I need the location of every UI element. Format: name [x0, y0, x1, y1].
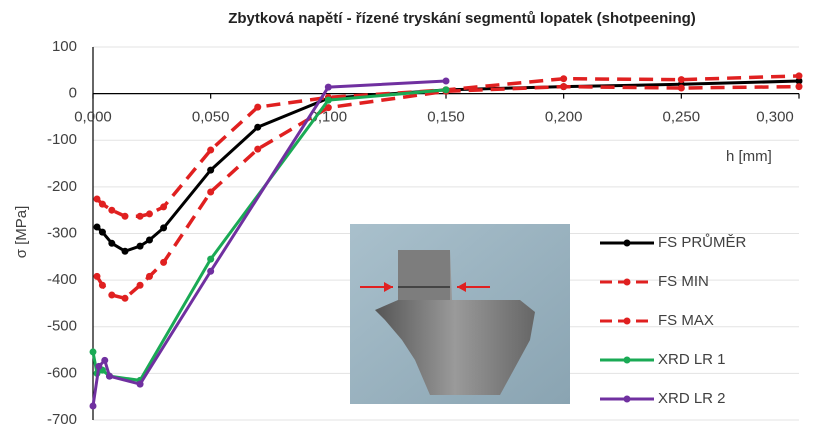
data-point [160, 259, 167, 266]
data-point [137, 282, 144, 289]
data-point [108, 240, 115, 247]
x-tick-label: 0,250 [663, 109, 701, 126]
data-point [99, 229, 106, 236]
legend-label: FS MAX [658, 312, 714, 329]
data-point [254, 124, 261, 131]
data-point [146, 237, 153, 244]
data-point [560, 83, 567, 90]
x-tick-label: 0,000 [74, 109, 112, 126]
data-point [137, 213, 144, 220]
data-point [443, 78, 450, 85]
legend-label: FS MIN [658, 273, 709, 290]
y-tick-label: -400 [47, 271, 77, 288]
data-point [146, 210, 153, 217]
data-point [108, 292, 115, 299]
legend-label: XRD LR 1 [658, 351, 726, 368]
data-point [207, 167, 214, 174]
data-point [122, 248, 129, 255]
data-point [254, 146, 261, 153]
x-tick-label: 0,200 [545, 109, 583, 126]
data-point [254, 104, 261, 111]
data-point [443, 86, 450, 93]
y-axis-label: σ [MPa] [13, 206, 30, 259]
series-line [97, 76, 799, 216]
data-point [796, 72, 803, 79]
data-point [101, 357, 108, 364]
data-point [122, 295, 129, 302]
y-tick-label: -200 [47, 178, 77, 195]
data-point [137, 243, 144, 250]
y-tick-label: -100 [47, 131, 77, 148]
x-tick-label: 0,300 [756, 109, 794, 126]
data-point [94, 223, 101, 230]
data-point [108, 207, 115, 214]
data-point [94, 195, 101, 202]
data-point [207, 189, 214, 196]
y-tick-label: -500 [47, 318, 77, 335]
data-point [325, 84, 332, 91]
data-point [122, 213, 129, 220]
data-point [90, 403, 97, 410]
inset-photo [350, 224, 570, 404]
data-point [560, 75, 567, 82]
chart-title: Zbytková napětí - řízené tryskání segmen… [228, 10, 696, 27]
data-point [796, 83, 803, 90]
y-tick-label: -300 [47, 224, 77, 241]
data-point [99, 201, 106, 208]
data-point [160, 203, 167, 210]
legend-marker [624, 240, 631, 247]
y-tick-label: -600 [47, 364, 77, 381]
y-tick-label: -700 [47, 411, 77, 426]
data-point [207, 147, 214, 154]
legend-marker [624, 318, 631, 325]
data-point [678, 76, 685, 83]
data-point [678, 85, 685, 92]
data-point [146, 273, 153, 280]
y-tick-label: 100 [52, 38, 77, 55]
chart: Zbytková napětí - řízené tryskání segmen… [0, 0, 825, 426]
x-tick-label: 0,050 [192, 109, 230, 126]
legend-marker [624, 357, 631, 364]
data-point [207, 268, 214, 275]
data-point [325, 97, 332, 104]
x-tick-label: 0,150 [427, 109, 465, 126]
legend-label: XRD LR 2 [658, 390, 726, 407]
data-point [207, 256, 214, 263]
legend-marker [624, 279, 631, 286]
data-point [90, 348, 97, 355]
data-point [160, 224, 167, 231]
data-point [94, 273, 101, 280]
data-point [137, 381, 144, 388]
legend-label: FS PRŮMĚR [658, 233, 747, 251]
data-point [99, 282, 106, 289]
x-axis-label: h [mm] [726, 148, 772, 165]
y-tick-label: 0 [69, 85, 77, 102]
data-point [106, 373, 113, 380]
data-point [95, 363, 102, 370]
legend-marker [624, 396, 631, 403]
